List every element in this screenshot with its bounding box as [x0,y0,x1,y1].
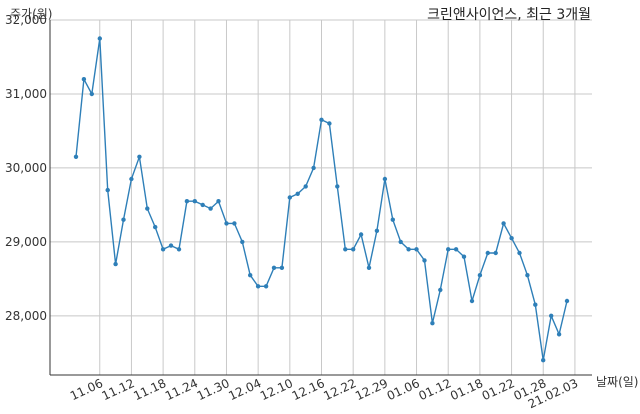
data-point [105,187,110,193]
data-point [469,298,475,304]
y-tick-label: 29,000 [5,235,47,249]
data-point [438,287,443,293]
data-point [374,228,380,233]
data-point [192,199,197,204]
data-point [517,250,522,256]
data-point [501,221,506,226]
data-point [295,191,300,196]
data-point [406,247,411,252]
data-point [137,154,142,159]
y-tick-label: 32,000 [5,13,47,27]
data-point [422,258,427,263]
data-point [153,224,158,230]
data-point [168,243,174,248]
data-point [160,247,166,252]
data-point [533,302,538,307]
data-point [303,184,308,189]
data-point [200,202,205,208]
data-point [232,221,237,226]
data-point [366,265,372,270]
data-point [564,298,570,304]
data-point [446,247,451,252]
data-point [430,321,435,326]
data-point [556,332,562,337]
data-point [287,195,292,200]
data-point [255,284,261,289]
y-tick-label: 31,000 [5,87,47,101]
data-point [248,273,253,278]
price-series [73,36,570,363]
data-point [461,254,467,259]
data-point [263,284,269,289]
data-point [129,176,134,182]
data-point [358,232,364,237]
data-point [525,273,530,278]
grid-lines [50,19,592,375]
axes [49,20,592,376]
data-point [485,250,490,256]
x-axis-title: 날짜(일) [596,375,638,389]
data-point [81,77,87,82]
data-point [541,358,546,363]
data-point [271,265,277,270]
data-point [311,165,316,171]
data-point [509,236,514,241]
chart-title: 크린앤사이언스, 최근 3개월 [427,7,591,23]
data-point [549,313,554,318]
data-point [390,217,395,222]
data-point [216,199,221,204]
data-point [121,217,126,222]
data-point [224,221,229,226]
data-point [240,239,245,245]
data-point [184,199,190,204]
data-point [398,239,403,245]
data-point [279,265,285,270]
data-point [97,36,103,41]
data-point [319,117,324,123]
data-point [176,247,182,252]
data-point [477,273,483,278]
data-point [145,206,150,211]
data-point [327,121,332,126]
data-point [453,247,459,252]
data-point [208,206,213,211]
data-point [335,184,340,189]
data-point [73,154,79,159]
data-point [351,247,356,252]
tick-labels: 28,00029,00030,00031,00032,00011.0611.12… [5,13,580,411]
data-point [382,176,388,182]
y-axis-title: 주가(원) [10,7,52,21]
data-point [113,261,118,267]
data-point [493,250,498,256]
data-point [414,247,419,252]
y-tick-label: 28,000 [5,309,47,323]
y-tick-label: 30,000 [5,161,47,175]
data-point [89,91,95,97]
data-point [343,247,348,252]
